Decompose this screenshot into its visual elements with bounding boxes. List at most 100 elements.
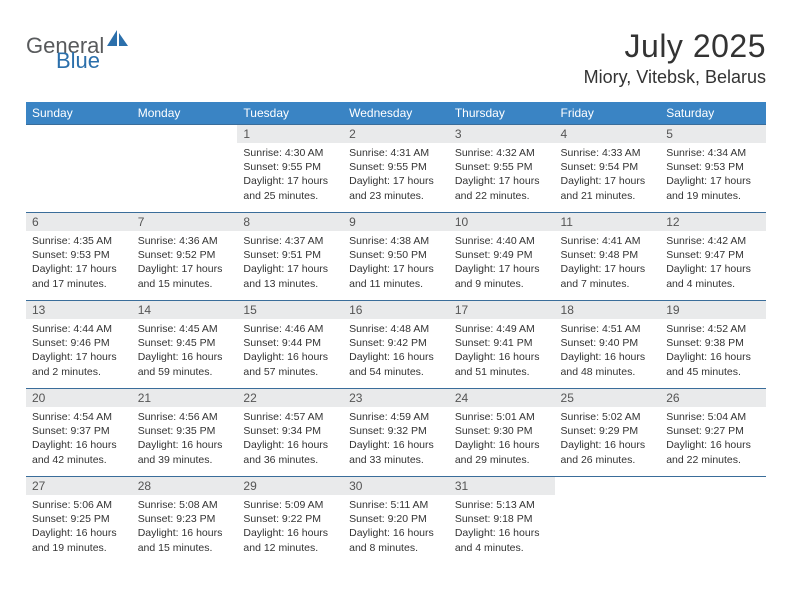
calendar-week-row: 27Sunrise: 5:06 AMSunset: 9:25 PMDayligh… (26, 476, 766, 564)
day-number: 31 (449, 476, 555, 495)
calendar-cell: 12Sunrise: 4:42 AMSunset: 9:47 PMDayligh… (660, 212, 766, 300)
day-number: 22 (237, 388, 343, 407)
day-details: Sunrise: 4:48 AMSunset: 9:42 PMDaylight:… (343, 319, 449, 385)
day-details: Sunrise: 4:46 AMSunset: 9:44 PMDaylight:… (237, 319, 343, 385)
weekday-header: Sunday (26, 102, 132, 124)
day-details: Sunrise: 4:31 AMSunset: 9:55 PMDaylight:… (343, 143, 449, 209)
calendar-cell: 26Sunrise: 5:04 AMSunset: 9:27 PMDayligh… (660, 388, 766, 476)
day-number: 18 (555, 300, 661, 319)
day-number: 29 (237, 476, 343, 495)
day-details: Sunrise: 4:51 AMSunset: 9:40 PMDaylight:… (555, 319, 661, 385)
weekday-header: Tuesday (237, 102, 343, 124)
weekday-header: Monday (132, 102, 238, 124)
day-details: Sunrise: 4:57 AMSunset: 9:34 PMDaylight:… (237, 407, 343, 473)
day-number: 8 (237, 212, 343, 231)
day-details: Sunrise: 5:13 AMSunset: 9:18 PMDaylight:… (449, 495, 555, 561)
day-number: 16 (343, 300, 449, 319)
day-details: Sunrise: 4:40 AMSunset: 9:49 PMDaylight:… (449, 231, 555, 297)
weekday-row: SundayMondayTuesdayWednesdayThursdayFrid… (26, 102, 766, 124)
header: General July 2025 Miory, Vitebsk, Belaru… (26, 28, 766, 88)
calendar-cell: 18Sunrise: 4:51 AMSunset: 9:40 PMDayligh… (555, 300, 661, 388)
calendar-cell: 5Sunrise: 4:34 AMSunset: 9:53 PMDaylight… (660, 124, 766, 212)
day-details: Sunrise: 5:01 AMSunset: 9:30 PMDaylight:… (449, 407, 555, 473)
calendar-cell (26, 124, 132, 212)
day-details: Sunrise: 5:02 AMSunset: 9:29 PMDaylight:… (555, 407, 661, 473)
logo-text-blue-wrap: Blue (56, 48, 100, 74)
calendar-head: SundayMondayTuesdayWednesdayThursdayFrid… (26, 102, 766, 124)
day-number: 20 (26, 388, 132, 407)
day-number: 5 (660, 124, 766, 143)
day-details: Sunrise: 5:09 AMSunset: 9:22 PMDaylight:… (237, 495, 343, 561)
calendar-cell: 13Sunrise: 4:44 AMSunset: 9:46 PMDayligh… (26, 300, 132, 388)
calendar-week-row: 6Sunrise: 4:35 AMSunset: 9:53 PMDaylight… (26, 212, 766, 300)
day-details: Sunrise: 4:59 AMSunset: 9:32 PMDaylight:… (343, 407, 449, 473)
calendar-body: 1Sunrise: 4:30 AMSunset: 9:55 PMDaylight… (26, 124, 766, 564)
logo-text-blue: Blue (56, 48, 100, 73)
day-details: Sunrise: 4:38 AMSunset: 9:50 PMDaylight:… (343, 231, 449, 297)
calendar-week-row: 1Sunrise: 4:30 AMSunset: 9:55 PMDaylight… (26, 124, 766, 212)
day-number: 24 (449, 388, 555, 407)
location: Miory, Vitebsk, Belarus (584, 67, 766, 88)
day-details: Sunrise: 5:08 AMSunset: 9:23 PMDaylight:… (132, 495, 238, 561)
day-details: Sunrise: 5:06 AMSunset: 9:25 PMDaylight:… (26, 495, 132, 561)
calendar-cell: 16Sunrise: 4:48 AMSunset: 9:42 PMDayligh… (343, 300, 449, 388)
day-number: 30 (343, 476, 449, 495)
day-details: Sunrise: 4:35 AMSunset: 9:53 PMDaylight:… (26, 231, 132, 297)
calendar-cell: 8Sunrise: 4:37 AMSunset: 9:51 PMDaylight… (237, 212, 343, 300)
day-details: Sunrise: 4:36 AMSunset: 9:52 PMDaylight:… (132, 231, 238, 297)
day-number: 15 (237, 300, 343, 319)
calendar-cell: 4Sunrise: 4:33 AMSunset: 9:54 PMDaylight… (555, 124, 661, 212)
calendar-cell: 20Sunrise: 4:54 AMSunset: 9:37 PMDayligh… (26, 388, 132, 476)
calendar-cell: 23Sunrise: 4:59 AMSunset: 9:32 PMDayligh… (343, 388, 449, 476)
calendar-cell: 24Sunrise: 5:01 AMSunset: 9:30 PMDayligh… (449, 388, 555, 476)
weekday-header: Wednesday (343, 102, 449, 124)
calendar-cell: 22Sunrise: 4:57 AMSunset: 9:34 PMDayligh… (237, 388, 343, 476)
calendar-page: General July 2025 Miory, Vitebsk, Belaru… (0, 0, 792, 584)
day-number: 3 (449, 124, 555, 143)
month-year: July 2025 (584, 28, 766, 65)
day-details: Sunrise: 4:30 AMSunset: 9:55 PMDaylight:… (237, 143, 343, 209)
calendar-cell (132, 124, 238, 212)
day-details: Sunrise: 4:54 AMSunset: 9:37 PMDaylight:… (26, 407, 132, 473)
day-details: Sunrise: 4:33 AMSunset: 9:54 PMDaylight:… (555, 143, 661, 209)
calendar-cell: 11Sunrise: 4:41 AMSunset: 9:48 PMDayligh… (555, 212, 661, 300)
calendar-cell (555, 476, 661, 564)
calendar-cell: 28Sunrise: 5:08 AMSunset: 9:23 PMDayligh… (132, 476, 238, 564)
day-number: 2 (343, 124, 449, 143)
day-number: 4 (555, 124, 661, 143)
day-details: Sunrise: 5:04 AMSunset: 9:27 PMDaylight:… (660, 407, 766, 473)
day-number-empty (555, 476, 661, 495)
day-details: Sunrise: 5:11 AMSunset: 9:20 PMDaylight:… (343, 495, 449, 561)
day-number: 23 (343, 388, 449, 407)
calendar-cell: 21Sunrise: 4:56 AMSunset: 9:35 PMDayligh… (132, 388, 238, 476)
day-details: Sunrise: 4:49 AMSunset: 9:41 PMDaylight:… (449, 319, 555, 385)
calendar-cell: 2Sunrise: 4:31 AMSunset: 9:55 PMDaylight… (343, 124, 449, 212)
day-details: Sunrise: 4:52 AMSunset: 9:38 PMDaylight:… (660, 319, 766, 385)
weekday-header: Saturday (660, 102, 766, 124)
calendar-cell: 7Sunrise: 4:36 AMSunset: 9:52 PMDaylight… (132, 212, 238, 300)
day-number: 12 (660, 212, 766, 231)
day-number: 7 (132, 212, 238, 231)
day-number: 13 (26, 300, 132, 319)
day-details: Sunrise: 4:34 AMSunset: 9:53 PMDaylight:… (660, 143, 766, 209)
calendar-table: SundayMondayTuesdayWednesdayThursdayFrid… (26, 102, 766, 564)
day-number: 19 (660, 300, 766, 319)
calendar-cell: 9Sunrise: 4:38 AMSunset: 9:50 PMDaylight… (343, 212, 449, 300)
calendar-cell: 25Sunrise: 5:02 AMSunset: 9:29 PMDayligh… (555, 388, 661, 476)
day-details: Sunrise: 4:56 AMSunset: 9:35 PMDaylight:… (132, 407, 238, 473)
calendar-cell: 3Sunrise: 4:32 AMSunset: 9:55 PMDaylight… (449, 124, 555, 212)
day-number: 21 (132, 388, 238, 407)
calendar-cell: 15Sunrise: 4:46 AMSunset: 9:44 PMDayligh… (237, 300, 343, 388)
day-number: 1 (237, 124, 343, 143)
calendar-cell: 19Sunrise: 4:52 AMSunset: 9:38 PMDayligh… (660, 300, 766, 388)
day-number: 6 (26, 212, 132, 231)
day-details: Sunrise: 4:42 AMSunset: 9:47 PMDaylight:… (660, 231, 766, 297)
calendar-cell: 17Sunrise: 4:49 AMSunset: 9:41 PMDayligh… (449, 300, 555, 388)
day-details: Sunrise: 4:41 AMSunset: 9:48 PMDaylight:… (555, 231, 661, 297)
weekday-header: Thursday (449, 102, 555, 124)
calendar-cell: 29Sunrise: 5:09 AMSunset: 9:22 PMDayligh… (237, 476, 343, 564)
day-details: Sunrise: 4:37 AMSunset: 9:51 PMDaylight:… (237, 231, 343, 297)
title-block: July 2025 Miory, Vitebsk, Belarus (584, 28, 766, 88)
calendar-cell: 31Sunrise: 5:13 AMSunset: 9:18 PMDayligh… (449, 476, 555, 564)
day-number: 11 (555, 212, 661, 231)
